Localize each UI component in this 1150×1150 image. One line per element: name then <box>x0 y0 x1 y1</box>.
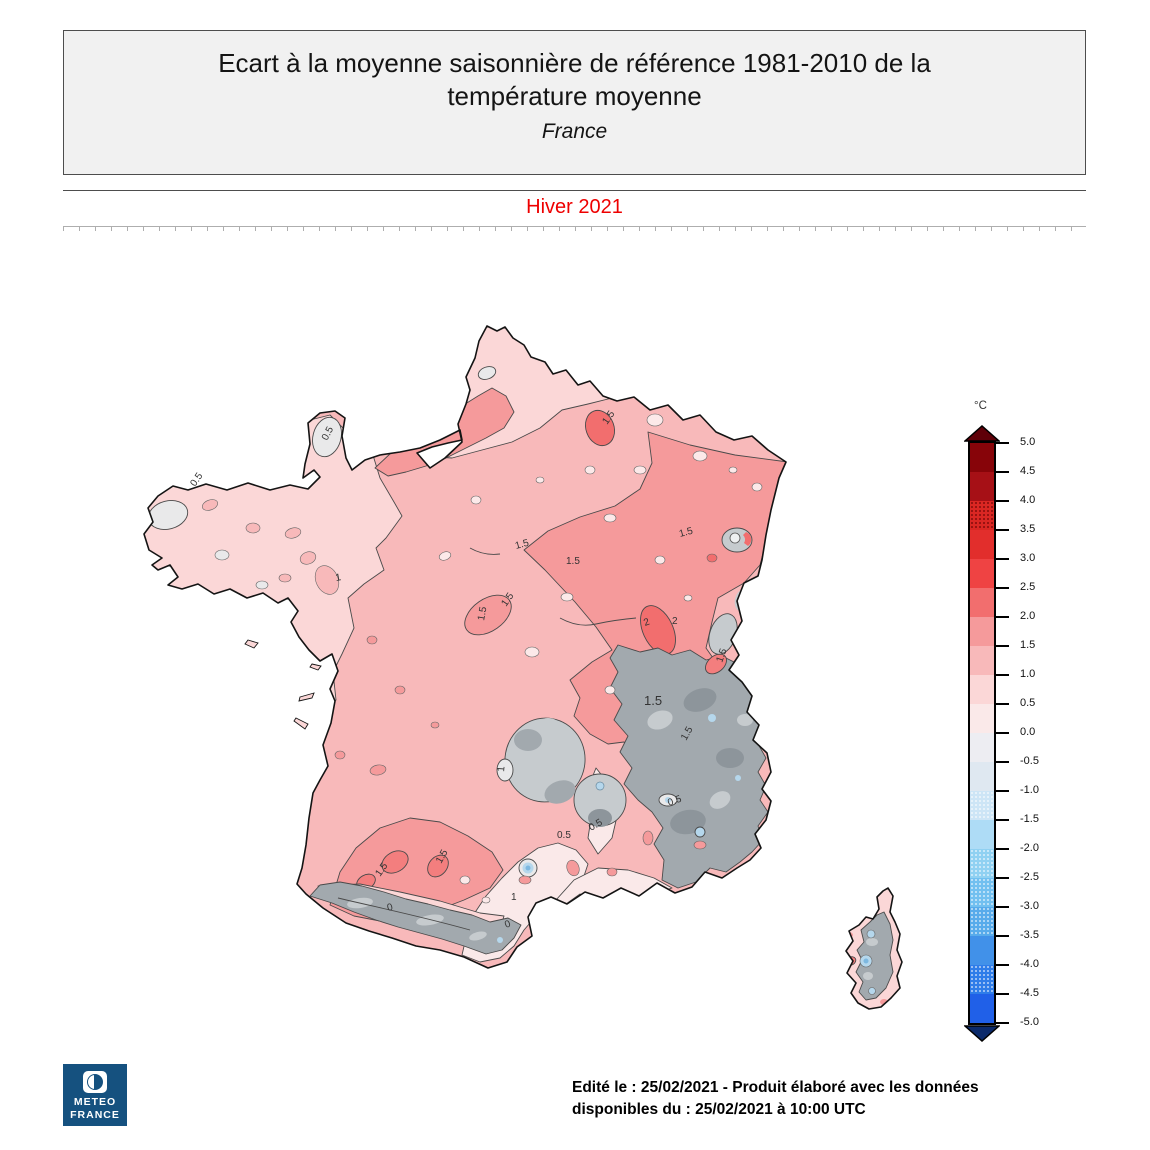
page-title-line1: Ecart à la moyenne saisonnière de référe… <box>218 48 931 78</box>
colorbar-segment <box>970 443 994 472</box>
contour-label: 1.5 <box>644 693 662 708</box>
contour-label: 1.5 <box>678 526 695 540</box>
colorbar-arrow-up-icon <box>964 424 1000 442</box>
contour-label: 1.5 <box>476 605 489 621</box>
colorbar-tick-label: 1.5 <box>1020 639 1036 651</box>
colorbar-segment <box>970 936 994 965</box>
colorbar-segment <box>970 849 994 878</box>
colorbar: °C 5.0 4.5 4.0 3.5 3.0 2.5 2.0 1.5 1.0 0… <box>964 400 1084 1060</box>
colorbar-tick-label: -1.0 <box>1020 784 1039 796</box>
contour-label: 2 <box>672 616 678 627</box>
colorbar-tick-label: -2.0 <box>1020 842 1039 854</box>
colorbar-tick-label: 1.0 <box>1020 668 1036 680</box>
colorbar-segment <box>970 472 994 501</box>
colorbar-tick-label: 3.5 <box>1020 523 1036 535</box>
colorbar-segment <box>970 530 994 559</box>
colorbar-segment <box>970 820 994 849</box>
colorbar-segment <box>970 559 994 588</box>
contour-label: 1.5 <box>714 647 729 664</box>
colorbar-tick-label: 2.0 <box>1020 610 1036 622</box>
logo-text-line2: FRANCE <box>70 1109 120 1121</box>
colorbar-tick-label: -4.0 <box>1020 958 1039 970</box>
pale-pockets <box>438 413 763 904</box>
colorbar-segment <box>970 733 994 762</box>
contour-label: 1 <box>511 892 517 903</box>
separator-line <box>63 190 1086 191</box>
colorbar-arrow-down-icon <box>964 1025 1000 1043</box>
tick-ruler <box>63 226 1086 231</box>
colorbar-tick-label: -0.5 <box>1020 755 1039 767</box>
colorbar-tick-label: 3.0 <box>1020 552 1036 564</box>
colorbar-tick-label: -1.5 <box>1020 813 1039 825</box>
page-subtitle: France <box>541 120 608 143</box>
page-title-line2: température moyenne <box>447 81 702 111</box>
contour-label: 0.5 <box>666 794 683 809</box>
salmon-dots <box>334 553 718 885</box>
period-label: Hiver 2021 <box>526 196 623 218</box>
colorbar-segment <box>970 675 994 704</box>
header-box: Ecart à la moyenne saisonnière de référe… <box>63 30 1086 175</box>
colorbar-segment <box>970 617 994 646</box>
colorbar-tick-label: -3.5 <box>1020 929 1039 941</box>
snow-spot-east-pyrenees <box>518 858 538 878</box>
colorbar-segment <box>970 501 994 530</box>
colorbar-tick-label: 0.0 <box>1020 726 1036 738</box>
colorbar-segment <box>970 965 994 994</box>
meteo-france-globe-icon <box>83 1071 107 1093</box>
corsica-outline <box>845 887 903 1010</box>
contour-label: 0.5 <box>557 830 571 841</box>
colorbar-segment <box>970 878 994 907</box>
contour-label: 0 <box>503 918 512 930</box>
coastal-islands <box>244 639 322 730</box>
edition-note-line2: disponibles du : 25/02/2021 à 10:00 UTC <box>572 1100 866 1118</box>
colorbar-bar <box>968 441 996 1025</box>
contour-label: 2 <box>642 616 651 628</box>
terrain-massif-central <box>496 717 627 827</box>
contour-label: 1.5 <box>514 538 531 552</box>
colorbar-tick-label: -2.5 <box>1020 871 1039 883</box>
colorbar-segment <box>970 588 994 617</box>
colorbar-unit: °C <box>974 400 987 412</box>
contour-label: 0 <box>386 902 395 914</box>
colorbar-tick-label: -5.0 <box>1020 1016 1039 1028</box>
terrain-vosges <box>721 527 753 553</box>
colorbar-segment <box>970 791 994 820</box>
colorbar-tick-label: -3.0 <box>1020 900 1039 912</box>
colorbar-tick-label: -4.5 <box>1020 987 1039 999</box>
mainland-regions <box>144 326 786 968</box>
edition-note-line1: Edité le : 25/02/2021 - Produit élaboré … <box>572 1079 979 1096</box>
edition-note: Edité le : 25/02/2021 - Produit élaboré … <box>572 1077 1042 1120</box>
colorbar-segment <box>970 907 994 936</box>
colorbar-segment <box>970 762 994 791</box>
logo-text-line1: METEO <box>73 1096 117 1108</box>
corsica-regions <box>846 888 902 1009</box>
colorbar-segment <box>970 994 994 1023</box>
contour-label: 1 <box>496 765 507 772</box>
france-outline <box>143 325 787 969</box>
brittany-pink-pockets <box>201 499 340 595</box>
meteo-france-logo: METEO FRANCE <box>63 1064 127 1126</box>
colorbar-tick-label: 4.0 <box>1020 494 1036 506</box>
colorbar-segment <box>970 704 994 733</box>
colorbar-tick-label: 2.5 <box>1020 581 1036 593</box>
colorbar-tick-label: 4.5 <box>1020 465 1036 477</box>
contour-label: 1.5 <box>566 556 580 567</box>
colorbar-tick-label: 5.0 <box>1020 436 1036 448</box>
colorbar-segment <box>970 646 994 675</box>
contour-label: 1 <box>335 572 343 584</box>
colorbar-tick-label: 0.5 <box>1020 697 1036 709</box>
